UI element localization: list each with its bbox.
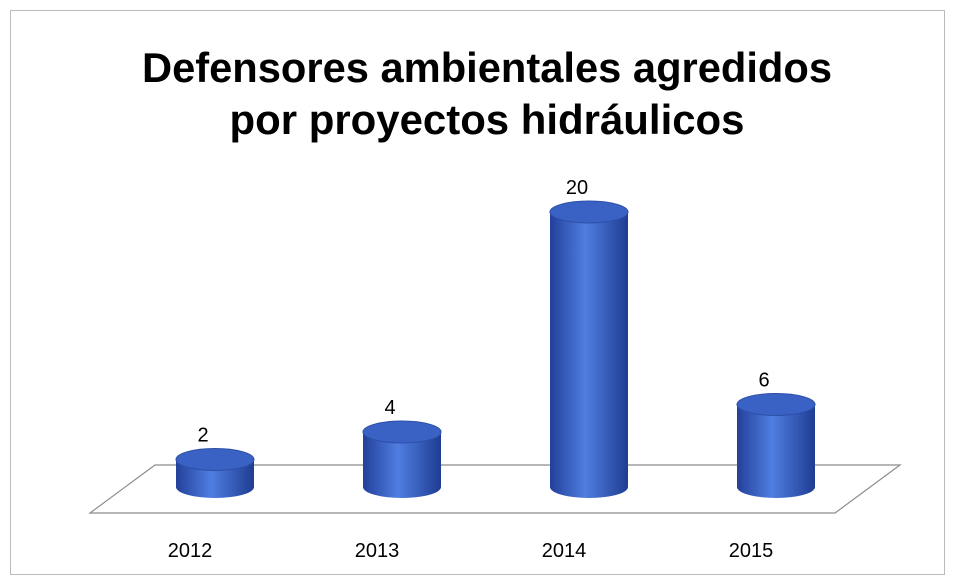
bar <box>549 200 629 498</box>
bar-top <box>362 420 442 444</box>
chart-title: por proyectos hidráulicos <box>230 96 745 143</box>
data-label: 2 <box>197 425 208 447</box>
bar <box>175 448 255 498</box>
x-tick-label: 2013 <box>355 540 400 562</box>
x-tick-label: 2015 <box>729 540 774 562</box>
bar-top <box>175 448 255 471</box>
data-label: 6 <box>758 370 769 392</box>
bar-top <box>549 200 629 224</box>
bar <box>736 393 816 498</box>
bar-body <box>737 404 815 498</box>
x-tick-label: 2012 <box>168 540 213 562</box>
bar-body <box>363 432 441 498</box>
bar-body <box>550 212 628 498</box>
chart-title: Defensores ambientales agredidos <box>142 44 832 91</box>
data-label: 4 <box>384 397 395 419</box>
data-label: 20 <box>566 177 588 199</box>
bar <box>362 420 442 498</box>
floor <box>88 464 902 514</box>
bar-top <box>736 393 816 416</box>
x-tick-label: 2014 <box>542 540 587 562</box>
